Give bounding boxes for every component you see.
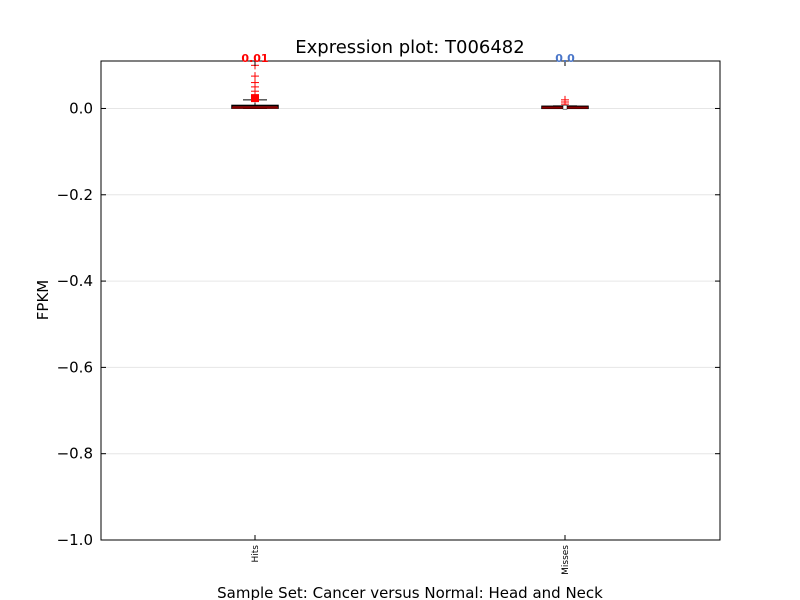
box-series xyxy=(231,61,589,110)
x-axis-ticks xyxy=(254,61,566,540)
outlier-point xyxy=(251,72,259,81)
annotation-hits: 0.01 xyxy=(241,52,268,65)
box-hits xyxy=(231,61,279,109)
annotation-misses: 0.0 xyxy=(555,52,575,65)
y-tick-label: −1.0 xyxy=(57,531,93,549)
mean-marker xyxy=(562,104,568,110)
outlier-point xyxy=(561,95,569,104)
x-category-label-hits: Hits xyxy=(251,545,261,563)
mean-marker xyxy=(251,94,259,103)
box-misses xyxy=(541,95,589,110)
y-tick-label: −0.8 xyxy=(57,445,93,463)
chart-title: Expression plot: T006482 xyxy=(295,37,524,58)
y-tick-label: −0.6 xyxy=(57,358,93,376)
y-axis-label: FPKM xyxy=(34,280,52,320)
y-tick-label: −0.2 xyxy=(57,186,93,204)
grid-lines xyxy=(101,107,720,541)
x-axis-label: Sample Set: Cancer versus Normal: Head a… xyxy=(217,584,603,600)
y-tick-label: 0.0 xyxy=(69,99,93,117)
plot-frame xyxy=(100,60,721,541)
y-tick-label: −0.4 xyxy=(57,272,93,290)
y-axis-ticks: 0.0 −0.2 −0.4 −0.6 −0.8 −1.0 xyxy=(57,99,720,549)
x-category-label-misses: Misses xyxy=(561,545,571,575)
